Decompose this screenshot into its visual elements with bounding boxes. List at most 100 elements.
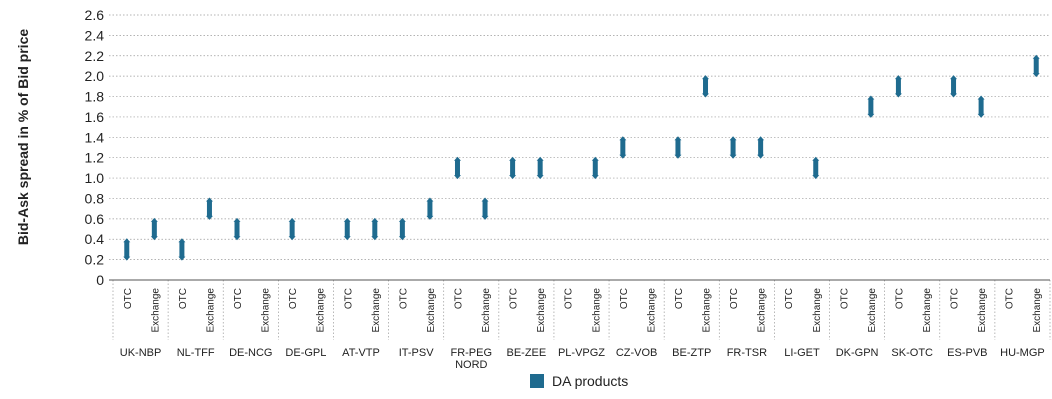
hub-label: CZ-VOB (616, 347, 658, 359)
bar-cap-bottom (812, 175, 820, 180)
spread-bar-otc (619, 136, 627, 159)
x-tick-exchange: Exchange (757, 288, 768, 333)
x-axis-ticks: OTC Exchange OTC Exchange OTC Exchange OTC Exch… (123, 288, 1043, 333)
x-tick-otc: OTC (123, 288, 134, 309)
hub-label: NL-TFF (177, 347, 215, 359)
bar-body (151, 220, 157, 238)
x-tick-otc: OTC (509, 288, 520, 309)
x-tick-otc: OTC (674, 288, 685, 309)
hub-label: FR-TSR (727, 347, 767, 359)
bar-cap-top (729, 136, 737, 141)
bar-body (372, 220, 378, 238)
bar-cap-bottom (150, 236, 158, 241)
y-tick-label: 1.6 (85, 109, 105, 125)
legend-swatch-da-products (530, 374, 544, 388)
bar-cap-bottom (674, 154, 682, 159)
spread-bar-otc (398, 217, 406, 241)
bar-body (510, 159, 516, 177)
hub-label: HU-MGP (1000, 347, 1045, 359)
spread-bar-exchange (150, 217, 158, 241)
spread-bar-exchange (426, 197, 434, 220)
spread-bar-exchange (702, 75, 710, 98)
bar-body (813, 159, 819, 177)
x-tick-exchange: Exchange (316, 288, 327, 333)
bar-cap-bottom (702, 93, 710, 98)
x-tick-otc: OTC (288, 288, 299, 309)
x-tick-otc: OTC (784, 288, 795, 309)
bar-cap-bottom (178, 256, 186, 261)
bar-cap-top (894, 75, 902, 80)
bar-body (895, 78, 901, 95)
x-tick-otc: OTC (343, 288, 354, 309)
bar-cap-bottom (619, 154, 627, 159)
y-tick-label: 1.4 (85, 129, 105, 145)
y-tick-label: 1.8 (85, 89, 105, 105)
legend: DA products (530, 373, 628, 389)
spread-bar-exchange (371, 217, 379, 241)
bar-body (620, 139, 626, 156)
x-tick-exchange: Exchange (371, 288, 382, 333)
bar-body (124, 241, 130, 258)
bar-cap-bottom (123, 256, 131, 261)
x-tick-exchange: Exchange (812, 288, 823, 333)
spread-bar-exchange (205, 197, 213, 220)
bar-body (703, 78, 709, 95)
bar-cap-top (812, 156, 820, 161)
x-tick-exchange: Exchange (536, 288, 547, 333)
bar-body (206, 200, 212, 217)
hub-label: SK-OTC (891, 347, 933, 359)
bar-cap-top (343, 217, 351, 222)
hub-label: IT-PSV (399, 347, 435, 359)
bar-body (344, 220, 350, 238)
bar-cap-top (453, 156, 461, 161)
bar-body (537, 159, 543, 177)
bar-cap-bottom (426, 215, 434, 220)
bar-cap-bottom (757, 154, 765, 159)
y-tick-label: 0.4 (85, 231, 105, 247)
x-tick-exchange: Exchange (426, 288, 437, 333)
legend-label-da-products: DA products (552, 373, 629, 389)
y-tick-label: 1.0 (85, 170, 105, 186)
bar-cap-bottom (894, 93, 902, 98)
bar-cap-top (757, 136, 765, 141)
hub-label: NORD (455, 359, 487, 371)
bar-cap-bottom (481, 215, 489, 220)
bar-cap-top (977, 95, 985, 100)
bar-body (289, 220, 295, 238)
x-tick-otc: OTC (178, 288, 189, 309)
spread-bar-otc (729, 136, 737, 159)
bar-body (978, 98, 984, 115)
hub-label: DK-GPN (836, 347, 879, 359)
bar-cap-bottom (371, 236, 379, 241)
bar-cap-bottom (343, 236, 351, 241)
spread-bar-exchange (1032, 54, 1040, 78)
x-tick-exchange: Exchange (867, 288, 878, 333)
x-tick-exchange: Exchange (261, 288, 272, 333)
bar-body (951, 78, 957, 95)
bar-body (592, 159, 598, 177)
spread-bar-exchange (977, 95, 985, 118)
spread-bar-otc (123, 238, 131, 261)
bar-cap-top (233, 217, 241, 222)
bar-cap-bottom (398, 236, 406, 241)
spread-bar-otc (894, 75, 902, 98)
spread-bar-otc (950, 75, 958, 98)
hub-label: LI-GET (784, 347, 820, 359)
bar-cap-top (950, 75, 958, 80)
y-tick-label: 2.6 (85, 7, 105, 23)
bar-cap-top (674, 136, 682, 141)
hub-label: PL-VPGZ (558, 347, 605, 359)
spread-bar-otc (674, 136, 682, 159)
bar-cap-top (509, 156, 517, 161)
bar-cap-top (426, 197, 434, 202)
spread-bar-exchange (757, 136, 765, 159)
x-tick-exchange: Exchange (591, 288, 602, 333)
y-tick-label: 1.2 (85, 150, 105, 166)
hub-labels: UK-NBP NL-TFF DE-NCG DE-GPL AT-VTP IT-PSV FR-P… (120, 347, 1045, 371)
bar-cap-top (288, 217, 296, 222)
bar-body (730, 139, 736, 156)
bar-cap-bottom (591, 175, 599, 180)
hub-label: DE-NCG (229, 347, 272, 359)
hub-label: DE-GPL (285, 347, 326, 359)
